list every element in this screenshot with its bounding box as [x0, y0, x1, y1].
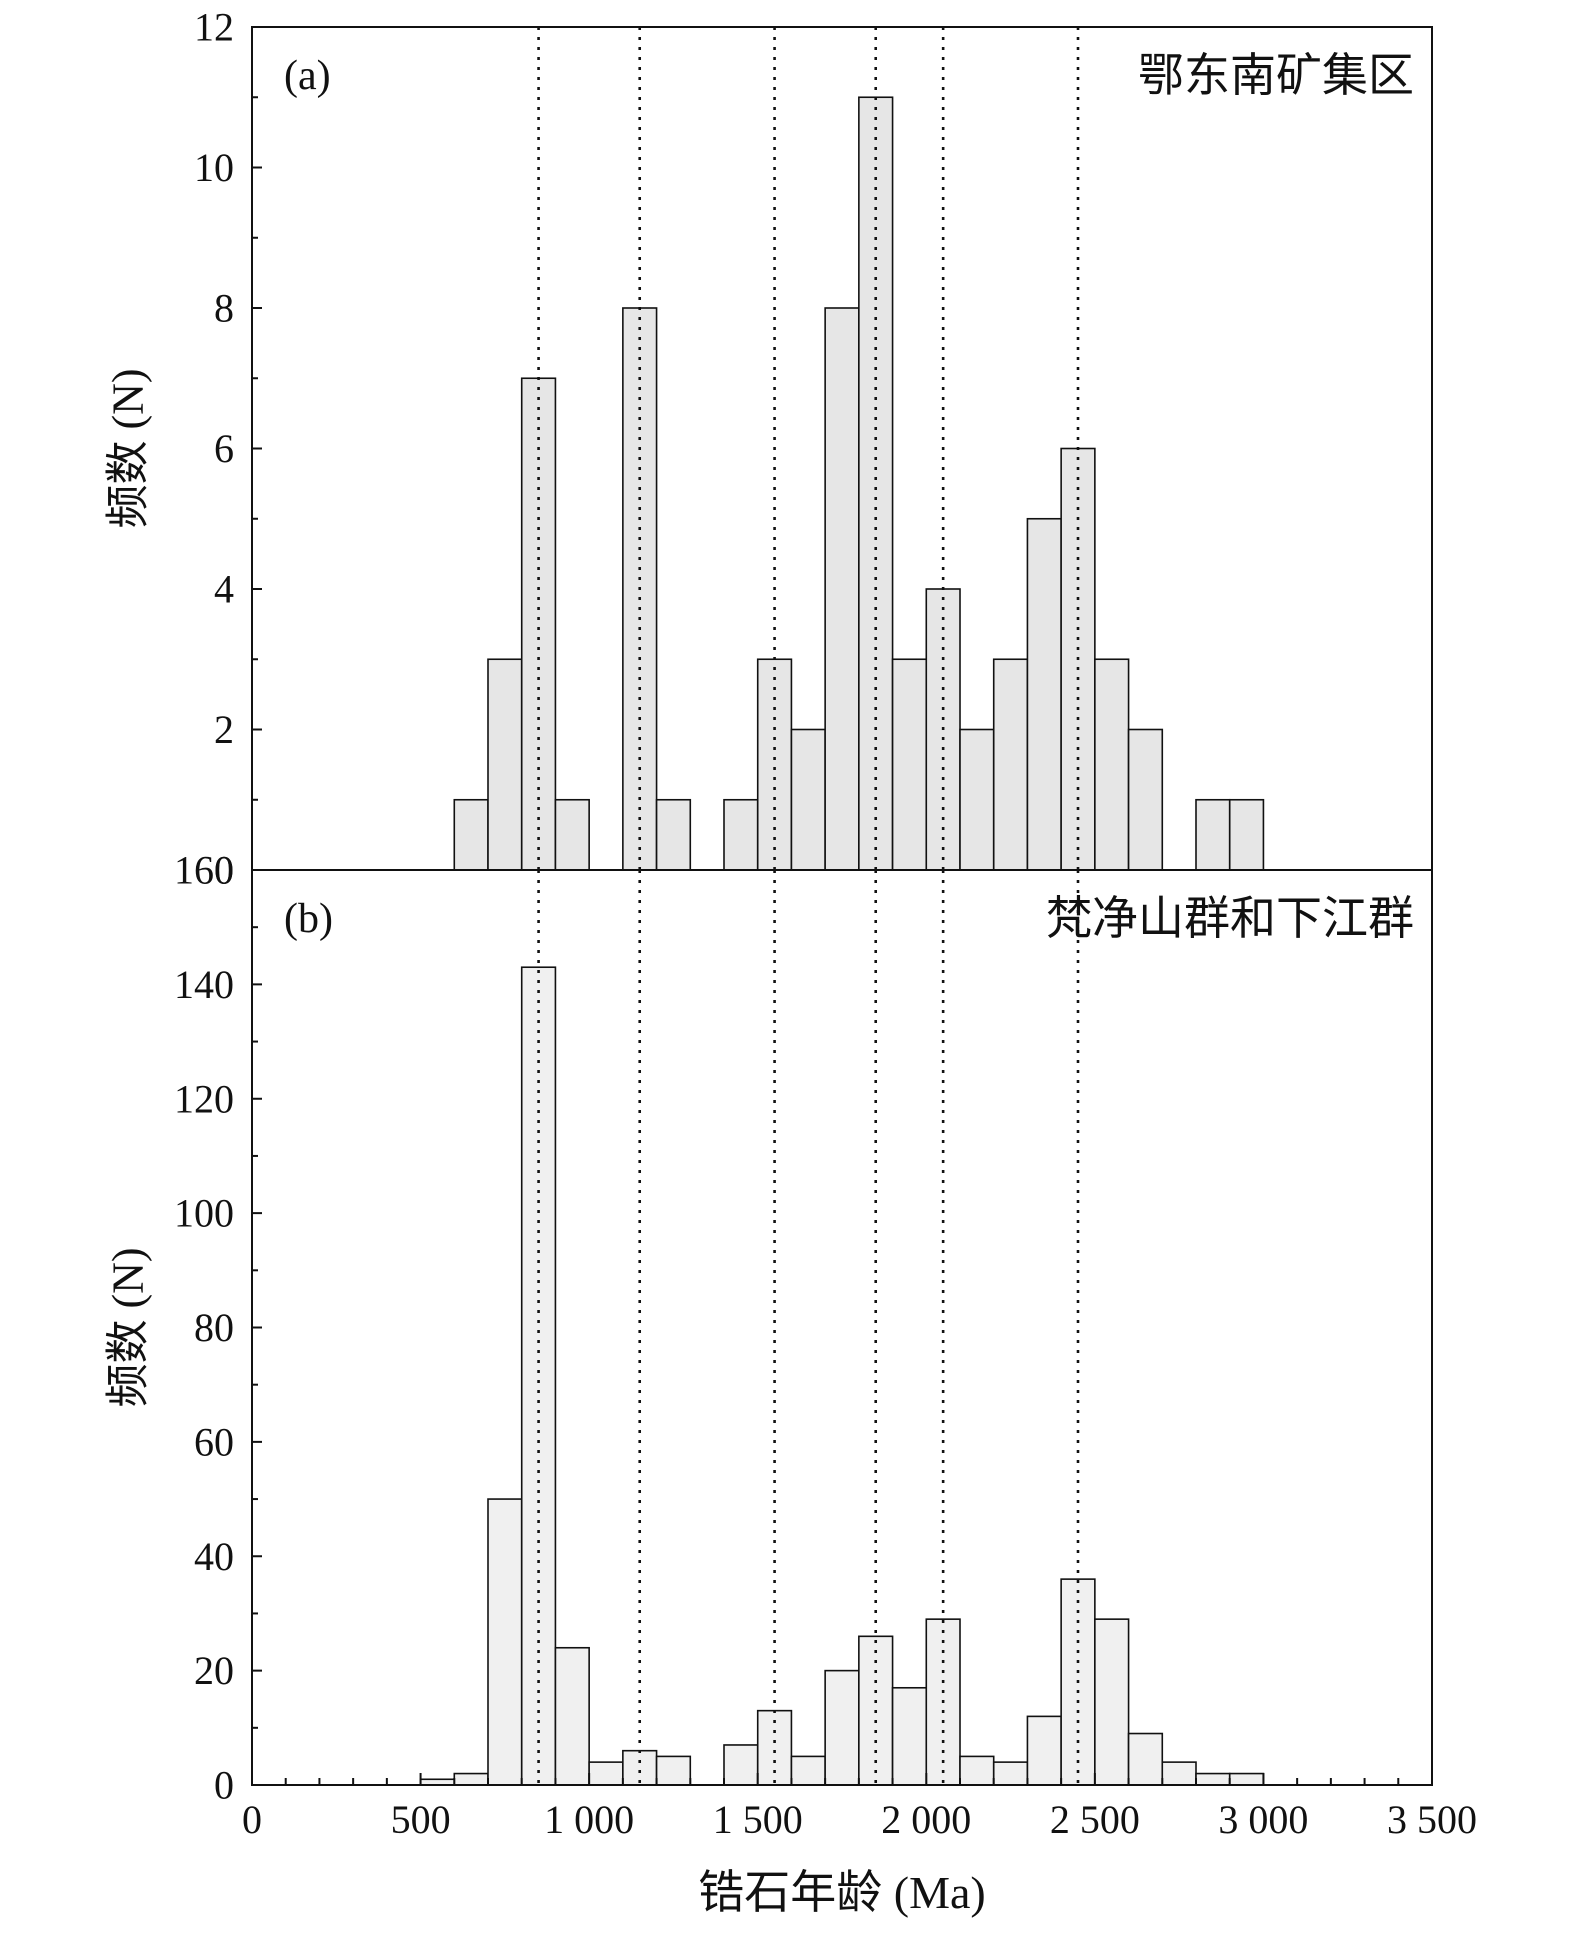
y-tick-label: 0	[214, 848, 234, 893]
panel-a: 0 2 4 6 8 10 12 频数 (N) (a) 鄂东南矿集区	[104, 5, 1433, 893]
y-tick-label: 10	[194, 145, 234, 190]
histogram-bar	[891, 1686, 928, 1786]
histogram-bar	[1195, 1772, 1231, 1786]
histogram-bar	[959, 728, 995, 871]
histogram-bar	[487, 658, 523, 871]
histogram-bar	[1026, 517, 1062, 871]
histogram-bar	[520, 377, 557, 871]
histogram-bar	[554, 1646, 590, 1786]
histogram-bar	[655, 798, 692, 871]
y-tick-label: 8	[214, 286, 234, 331]
x-tick-label: 3 500	[1387, 1797, 1477, 1842]
histogram-bar	[858, 96, 894, 871]
y-tick-label: 80	[194, 1305, 234, 1350]
x-axis: 0 500 1 000 1 500 2 000 2 500 3 000 3 500 锆石年龄 (…	[242, 1773, 1477, 1918]
y-tick-label: 120	[174, 1076, 234, 1121]
histogram-bar	[891, 658, 928, 871]
x-tick-label: 2 500	[1050, 1797, 1140, 1842]
histogram-bar	[1228, 1772, 1265, 1786]
histogram-bar	[824, 1669, 860, 1786]
histogram-bar	[790, 1755, 826, 1786]
y-tick-label: 20	[194, 1648, 234, 1693]
histogram-bar	[1026, 1715, 1062, 1786]
x-axis-label: 锆石年龄 (Ma)	[698, 1867, 985, 1918]
x-tick-label: 1 500	[713, 1797, 803, 1842]
histogram-bar	[487, 1498, 523, 1786]
histogram-bar	[1094, 658, 1130, 871]
y-tick-label: 12	[194, 5, 234, 50]
y-axis-label: 频数 (N)	[104, 368, 153, 528]
histogram-bar	[453, 798, 489, 871]
histogram-bar	[453, 1772, 489, 1786]
x-tick-label: 500	[391, 1797, 451, 1842]
histogram-bar	[1161, 1761, 1197, 1786]
histogram-bar	[1228, 798, 1265, 871]
histogram-bar	[992, 1761, 1029, 1786]
histogram-bar	[1094, 1618, 1130, 1786]
histogram-bar	[824, 307, 860, 871]
x-tick-label: 1 000	[544, 1797, 634, 1842]
y-tick-label: 60	[194, 1419, 234, 1464]
y-tick-label: 160	[174, 848, 234, 893]
y-tick-label: 40	[194, 1534, 234, 1579]
histogram-bar	[790, 728, 826, 871]
y-tick-label: 6	[214, 426, 234, 471]
panel-title: 梵净山群和下江群	[1046, 893, 1414, 944]
histogram-bar	[554, 798, 590, 871]
panel-b: 0 20 40 60 80 100 120 140 160 频数 (N) (b) 梵净山群和下江群	[104, 848, 1433, 1808]
panel-title: 鄂东南矿集区	[1138, 50, 1414, 101]
y-tick-label: 100	[174, 1191, 234, 1236]
y-tick-label: 4	[214, 567, 234, 612]
histogram-bar	[1127, 1732, 1164, 1786]
histogram-bar	[756, 658, 793, 871]
histogram-bar	[1127, 728, 1164, 871]
y-tick-label: 2	[214, 707, 234, 752]
plot-frame	[251, 869, 1433, 1786]
histogram-bar	[1195, 798, 1231, 871]
histogram-bar	[622, 1749, 658, 1786]
histogram-bar	[959, 1755, 995, 1786]
histogram-bar	[723, 798, 759, 871]
x-tick-label: 2 000	[881, 1797, 971, 1842]
histogram-bar	[655, 1755, 692, 1786]
y-tick-label: 140	[174, 962, 234, 1007]
x-tick-label: 0	[242, 1797, 262, 1842]
panel-label: (b)	[284, 896, 333, 942]
histogram-bar	[723, 1744, 759, 1786]
histogram-bar	[992, 658, 1029, 871]
y-axis-label: 频数 (N)	[104, 1247, 153, 1407]
panel-label: (a)	[284, 53, 331, 99]
x-tick-label: 3 000	[1218, 1797, 1308, 1842]
histogram-bar	[588, 1761, 624, 1786]
y-tick-label: 0	[214, 1763, 234, 1808]
